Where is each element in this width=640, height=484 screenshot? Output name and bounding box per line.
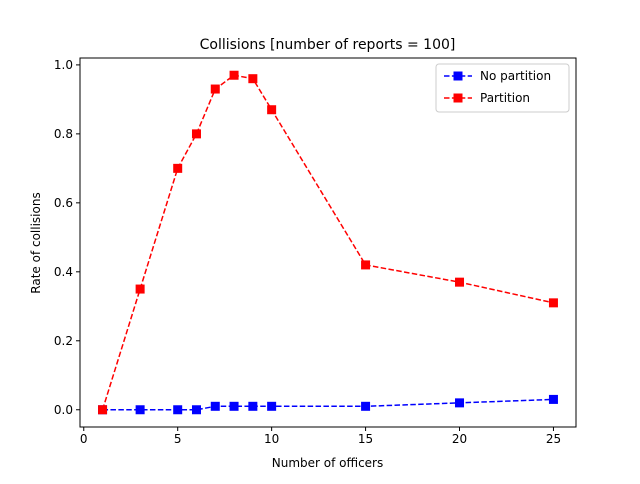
data-point: [548, 394, 558, 404]
y-axis-label: Rate of collisions: [29, 192, 43, 293]
series-line: [101, 74, 554, 410]
x-tick-label: 25: [546, 432, 561, 446]
y-tick-label: 0.0: [54, 403, 73, 417]
data-point: [229, 70, 239, 80]
data-point: [361, 401, 371, 411]
data-point: [548, 298, 558, 308]
chart-title: Collisions [number of reports = 100]: [200, 37, 456, 53]
legend-label: Partition: [480, 91, 530, 105]
legend-marker: [453, 93, 463, 103]
data-point: [248, 401, 258, 411]
data-point: [267, 105, 277, 115]
x-tick-label: 10: [264, 432, 279, 446]
data-point: [98, 405, 108, 415]
y-tick-label: 0.2: [54, 334, 73, 348]
y-tick-label: 0.8: [54, 127, 73, 141]
data-point: [135, 284, 145, 294]
x-tick-label: 0: [80, 432, 88, 446]
y-tick-label: 0.6: [54, 196, 73, 210]
legend-entry: No partition: [444, 69, 551, 83]
legend: No partition Partition: [435, 63, 570, 113]
data-point: [229, 401, 239, 411]
data-point: [248, 74, 258, 84]
x-tick-label: 15: [358, 432, 373, 446]
data-point: [455, 398, 465, 408]
data-point: [191, 129, 201, 139]
series-line: [102, 398, 554, 411]
data-point: [191, 405, 201, 415]
data-point: [455, 277, 465, 287]
axes-frame: [79, 57, 577, 428]
data-point: [173, 405, 183, 415]
data-point: [361, 260, 371, 270]
data-point: [210, 84, 220, 94]
series-no-partition: [98, 394, 558, 415]
legend-label: No partition: [480, 69, 551, 83]
data-point: [135, 405, 145, 415]
series-partition: [98, 70, 558, 415]
legend-marker: [453, 71, 463, 81]
x-axis-label: Number of officers: [272, 456, 384, 470]
data-point: [210, 401, 220, 411]
x-tick-label: 20: [452, 432, 467, 446]
data-point: [267, 401, 277, 411]
x-tick-label: 5: [174, 432, 182, 446]
data-point: [173, 163, 183, 173]
y-tick-label: 1.0: [54, 58, 73, 72]
y-tick-label: 0.4: [54, 265, 73, 279]
legend-entry: Partition: [444, 91, 530, 105]
plot-area: 0 5 10 15 20 25 0.0 0.2 0.4 0.6 0.8 1.0: [54, 57, 577, 446]
